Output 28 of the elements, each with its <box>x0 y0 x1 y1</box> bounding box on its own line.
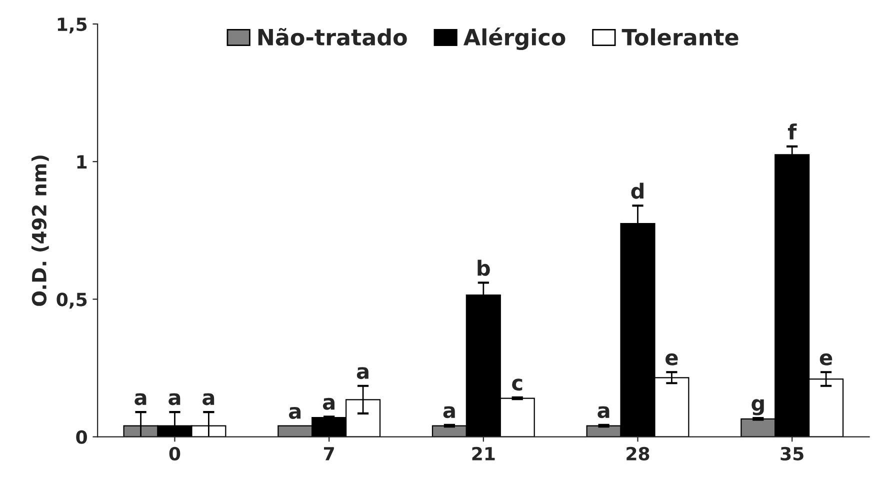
data-label: a <box>443 406 455 418</box>
data-label: a <box>168 393 180 406</box>
data-label: d <box>631 182 644 199</box>
data-label: a <box>322 398 334 410</box>
data-label: a <box>356 367 368 380</box>
y-axis-title: O.D. (492 nm) <box>32 156 49 306</box>
data-label: a <box>202 393 214 406</box>
data-label: c <box>512 378 522 391</box>
data-label: b <box>478 260 490 276</box>
data-label: a <box>134 393 146 406</box>
data-label: a <box>288 407 301 419</box>
data-label: e <box>666 353 678 366</box>
x-tick-label: 35 <box>780 446 804 460</box>
x-tick-label: 21 <box>472 446 495 460</box>
y-tick-label: 1,5 <box>58 18 87 34</box>
legend-label: Tolerante <box>622 28 738 46</box>
x-tick-label: 0 <box>169 446 180 460</box>
y-tick-label: 0 <box>76 430 87 444</box>
data-label: g <box>752 399 764 416</box>
data-label: e <box>820 353 832 366</box>
x-tick-label: 28 <box>626 446 650 460</box>
y-tick-label: 1 <box>77 155 87 168</box>
legend-label: Não-tratado <box>258 28 407 46</box>
x-tick-label: 7 <box>324 447 334 460</box>
data-label: a <box>598 406 610 418</box>
data-label: f <box>788 124 797 140</box>
y-tick-label: 0,5 <box>56 292 87 309</box>
legend-label: Alérgico <box>463 27 566 50</box>
